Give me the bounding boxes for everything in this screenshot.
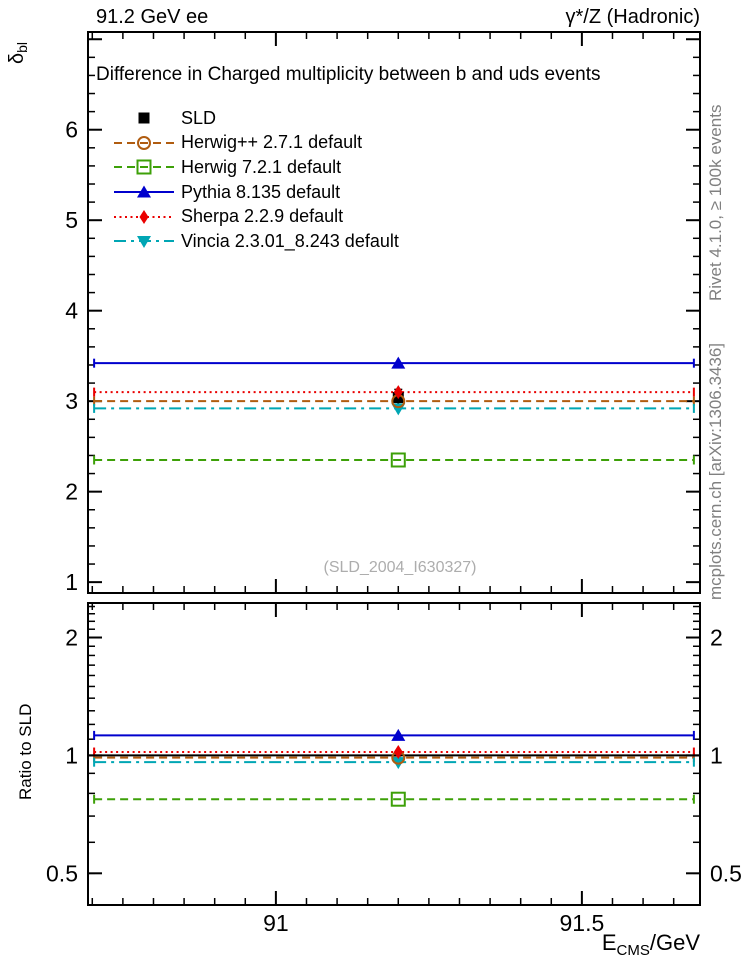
plot-title: Difference in Charged multiplicity betwe… — [96, 64, 601, 85]
x-axis-label: ECMS/GeV — [602, 930, 700, 959]
svg-text:5: 5 — [65, 207, 78, 233]
x-label-suffix: /GeV — [649, 930, 700, 955]
svg-text:91: 91 — [263, 910, 289, 936]
legend-row-vincia: Vincia 2.3.01_8.243 default — [112, 229, 399, 254]
beam-energy-label: 91.2 GeV ee — [96, 6, 209, 28]
svg-text:2: 2 — [65, 479, 78, 505]
legend-row-herwigpp: Herwig++ 2.7.1 default — [112, 131, 399, 156]
svg-text:4: 4 — [65, 298, 78, 324]
ratio-y-axis-label: Ratio to SLD — [16, 703, 35, 800]
svg-text:1: 1 — [65, 742, 78, 768]
legend-label: Herwig++ 2.7.1 default — [181, 132, 363, 153]
legend-marker-herwig7 — [114, 159, 174, 175]
legend-label: Pythia 8.135 default — [181, 181, 341, 202]
svg-text:6: 6 — [65, 117, 78, 143]
legend-label: Sherpa 2.2.9 default — [181, 206, 344, 227]
svg-text:0.5: 0.5 — [710, 860, 742, 886]
analysis-id-watermark: (SLD_2004_I630327) — [323, 559, 477, 576]
legend-row-sherpa: Sherpa 2.2.9 default — [112, 204, 399, 229]
legend-row-pythia: Pythia 8.135 default — [112, 180, 399, 205]
process-label: γ*/Z (Hadronic) — [565, 6, 700, 28]
legend: SLD Herwig++ 2.7.1 default Herwig 7.2.1 … — [112, 106, 399, 254]
legend-row-sld: SLD — [112, 106, 399, 131]
svg-text:0.5: 0.5 — [46, 860, 78, 886]
legend-label: Vincia 2.3.01_8.243 default — [181, 230, 399, 251]
svg-text:3: 3 — [65, 388, 78, 414]
legend-marker-vincia — [114, 236, 174, 249]
legend-label: Herwig 7.2.1 default — [181, 156, 342, 177]
legend-marker-sherpa — [114, 209, 174, 224]
legend-marker-herwigpp — [114, 135, 174, 150]
svg-text:91.5: 91.5 — [560, 910, 605, 936]
svg-text:1: 1 — [65, 569, 78, 595]
legend-label: SLD — [181, 107, 217, 128]
svg-text:2: 2 — [65, 625, 78, 651]
svg-text:1: 1 — [710, 742, 723, 768]
x-label-subscript: CMS — [616, 942, 650, 959]
x-label-base: E — [601, 930, 617, 955]
legend-marker-pythia — [114, 185, 174, 198]
legend-row-herwig7: Herwig 7.2.1 default — [112, 155, 399, 180]
svg-text:2: 2 — [710, 625, 723, 651]
legend-marker-sld — [138, 112, 150, 124]
